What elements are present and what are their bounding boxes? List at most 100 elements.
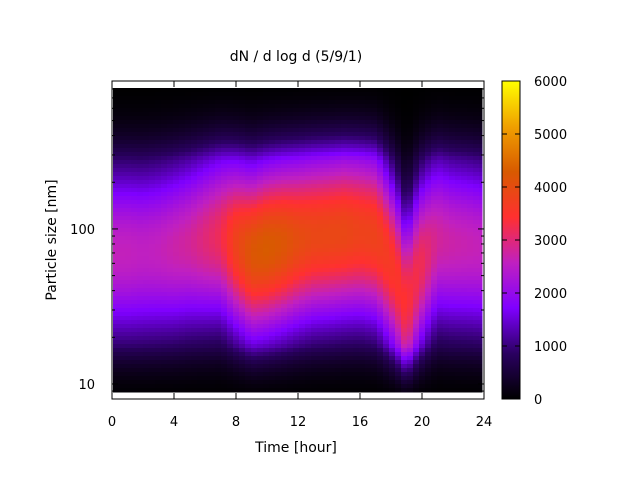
heatmap-cell bbox=[407, 384, 414, 389]
heatmap-cell bbox=[281, 256, 288, 261]
heatmap-cell bbox=[173, 100, 180, 105]
heatmap-cell bbox=[131, 104, 138, 109]
heatmap-cell bbox=[245, 364, 252, 369]
heatmap-cell bbox=[179, 380, 186, 385]
heatmap-cell bbox=[209, 304, 216, 309]
heatmap-cell bbox=[401, 188, 408, 193]
heatmap-cell bbox=[197, 172, 204, 177]
heatmap-cell bbox=[413, 192, 420, 197]
heatmap-cell bbox=[227, 164, 234, 169]
heatmap-cell bbox=[227, 380, 234, 385]
heatmap-cell bbox=[305, 316, 312, 321]
heatmap-cell bbox=[425, 164, 432, 169]
heatmap-cell bbox=[245, 376, 252, 381]
heatmap-cell bbox=[413, 256, 420, 261]
heatmap-cell bbox=[257, 120, 264, 125]
heatmap-cell bbox=[383, 192, 390, 197]
heatmap-cell bbox=[401, 100, 408, 105]
heatmap-cell bbox=[389, 132, 396, 137]
heatmap-cell bbox=[425, 272, 432, 277]
heatmap-cell bbox=[359, 264, 366, 269]
heatmap-cell bbox=[365, 260, 372, 265]
heatmap-cell bbox=[443, 376, 450, 381]
heatmap-cell bbox=[221, 212, 228, 217]
heatmap-cell bbox=[239, 348, 246, 353]
heatmap-cell bbox=[395, 184, 402, 189]
heatmap-cell bbox=[173, 332, 180, 337]
heatmap-cell bbox=[419, 312, 426, 317]
heatmap-cell bbox=[191, 92, 198, 97]
heatmap-cell bbox=[149, 340, 156, 345]
heatmap-cell bbox=[473, 140, 480, 145]
heatmap-cell bbox=[431, 156, 438, 161]
heatmap-cell bbox=[131, 344, 138, 349]
heatmap-cell bbox=[389, 264, 396, 269]
heatmap-cell bbox=[305, 124, 312, 129]
heatmap-cell bbox=[425, 352, 432, 357]
heatmap-cell bbox=[263, 260, 270, 265]
heatmap-cell bbox=[377, 332, 384, 337]
heatmap-cell bbox=[407, 372, 414, 377]
heatmap-cell bbox=[263, 388, 270, 393]
heatmap-cell bbox=[257, 288, 264, 293]
heatmap-cell bbox=[407, 228, 414, 233]
heatmap-cell bbox=[143, 368, 150, 373]
heatmap-cell bbox=[197, 192, 204, 197]
heatmap-cell bbox=[251, 176, 258, 181]
heatmap-cell bbox=[299, 352, 306, 357]
heatmap-cell bbox=[305, 248, 312, 253]
heatmap-cell bbox=[179, 116, 186, 121]
heatmap-cell bbox=[119, 304, 126, 309]
heatmap-cell bbox=[431, 172, 438, 177]
heatmap-cell bbox=[185, 192, 192, 197]
heatmap-cell bbox=[287, 148, 294, 153]
heatmap-cell bbox=[389, 268, 396, 273]
heatmap-cell bbox=[425, 308, 432, 313]
heatmap-cell bbox=[203, 176, 210, 181]
heatmap-cell bbox=[383, 356, 390, 361]
heatmap-cell bbox=[161, 256, 168, 261]
heatmap-cell bbox=[233, 228, 240, 233]
heatmap-cell bbox=[395, 332, 402, 337]
heatmap-cell bbox=[113, 268, 120, 273]
heatmap-cell bbox=[131, 88, 138, 93]
heatmap-cell bbox=[389, 308, 396, 313]
heatmap-cell bbox=[239, 384, 246, 389]
heatmap-cell bbox=[365, 300, 372, 305]
heatmap-cell bbox=[365, 284, 372, 289]
heatmap-cell bbox=[449, 112, 456, 117]
heatmap-cell bbox=[287, 180, 294, 185]
heatmap-cell bbox=[125, 132, 132, 137]
heatmap-cell bbox=[251, 268, 258, 273]
heatmap-cell bbox=[119, 100, 126, 105]
heatmap-cell bbox=[383, 332, 390, 337]
heatmap-cell bbox=[341, 192, 348, 197]
heatmap-cell bbox=[161, 240, 168, 245]
heatmap-cell bbox=[221, 156, 228, 161]
heatmap-cell bbox=[251, 236, 258, 241]
heatmap-cell bbox=[221, 152, 228, 157]
heatmap-cell bbox=[125, 260, 132, 265]
heatmap-cell bbox=[299, 204, 306, 209]
heatmap-cell bbox=[317, 256, 324, 261]
heatmap-cell bbox=[443, 188, 450, 193]
heatmap-cell bbox=[131, 232, 138, 237]
heatmap-cell bbox=[299, 208, 306, 213]
heatmap-cell bbox=[413, 152, 420, 157]
heatmap-cell bbox=[257, 96, 264, 101]
heatmap-cell bbox=[233, 360, 240, 365]
heatmap-cell bbox=[371, 180, 378, 185]
heatmap-cell bbox=[131, 300, 138, 305]
heatmap-cell bbox=[479, 156, 483, 161]
heatmap-cell bbox=[473, 300, 480, 305]
heatmap-cell bbox=[371, 384, 378, 389]
heatmap-cell bbox=[155, 132, 162, 137]
heatmap-cell bbox=[299, 112, 306, 117]
heatmap-cell bbox=[395, 96, 402, 101]
heatmap-cell bbox=[365, 172, 372, 177]
heatmap-cell bbox=[257, 116, 264, 121]
heatmap-cell bbox=[155, 172, 162, 177]
heatmap-cell bbox=[179, 236, 186, 241]
heatmap-cell bbox=[413, 296, 420, 301]
heatmap-cell bbox=[179, 156, 186, 161]
